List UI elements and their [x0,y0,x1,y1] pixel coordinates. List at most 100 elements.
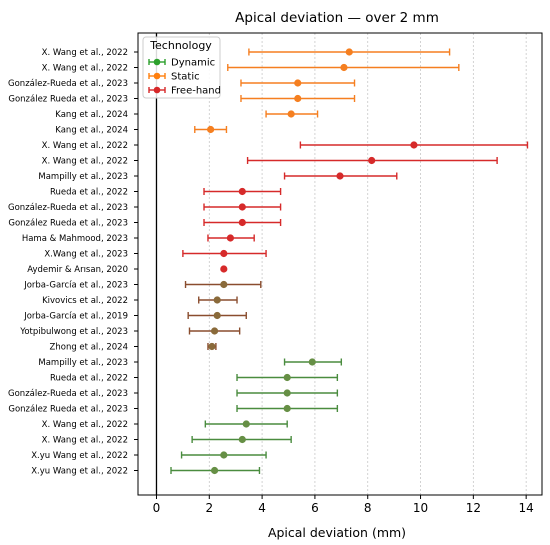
x-tick-label: 14 [519,501,534,515]
legend-entry-label: Static [171,72,200,83]
category-label: González-Rueda et al., 2023 [8,79,128,89]
category-label: X. Wang et al., 2022 [42,48,128,58]
mean-point [208,342,216,351]
data-row: Kivovics et al., 2022 [42,296,238,306]
category-label: X. Wang et al., 2022 [42,436,128,446]
data-row: X. Wang et al., 2022 [42,141,529,151]
category-label: Mampilly et al., 2023 [38,172,128,182]
x-axis-label: Apical deviation (mm) [268,525,406,540]
data-row: González Rueda et al., 2023 [8,404,339,415]
data-row: Rueda et al., 2022 [50,187,282,198]
mean-point [220,280,228,289]
category-label: Mampilly et al., 2023 [38,358,128,368]
data-row: Jorba-García et al., 2023 [23,280,262,291]
x-tick-label: 2 [205,501,213,515]
x-tick-label: 12 [466,501,481,515]
x-tick-label: 6 [311,501,319,515]
mean-point [220,451,228,459]
category-label: X. Wang et al., 2022 [42,141,128,151]
mean-point [368,156,376,165]
category-label: X. Wang et al., 2022 [42,157,128,167]
legend-box [142,36,221,99]
mean-point [238,187,246,196]
category-label: Rueda et al., 2022 [50,374,128,384]
data-row: González-Rueda et al., 2023 [8,79,356,89]
category-label: González Rueda et al., 2023 [8,219,128,229]
mean-point [242,420,250,428]
mean-point [294,94,302,103]
category-label: Hama & Mahmood, 2023 [22,234,128,244]
category-label: X.yu Wang et al., 2022 [31,467,128,477]
mean-point [238,435,246,444]
legend-swatch-marker [153,86,161,94]
category-label: Aydemir & Arısan, 2020 [27,265,128,275]
data-row: X. Wang et al., 2022 [42,436,292,446]
x-axis-ticks: 0 2 4 6 8 10 12 14 [153,495,534,515]
legend-swatch-marker [153,58,161,66]
mean-point [220,265,228,273]
mean-point [283,404,291,413]
mean-point [226,234,235,242]
legend-swatch-marker [153,72,161,80]
legend-entry-label: Dynamic [171,58,215,69]
category-label: X.yu Wang et al., 2022 [31,451,128,461]
category-label: Jorba-García et al., 2019 [23,312,128,322]
category-label: Zhong et al., 2024 [50,343,128,353]
mean-point [283,373,291,382]
category-label: Kang et al., 2024 [55,126,128,136]
data-row: González-Rueda et al., 2023 [8,389,339,399]
mean-point [294,79,302,87]
data-row: X. Wang et al., 2022 [42,48,451,58]
data-row: González Rueda et al., 2023 [8,218,282,229]
data-row: Zhong et al., 2024 [50,342,217,353]
data-row: Mampilly et al., 2023 [38,172,398,182]
category-label: Jorba-García et al., 2023 [23,281,128,291]
mean-point [410,141,418,149]
x-tick-label: 4 [258,501,266,515]
category-label: X.Wang et al., 2023 [44,250,128,260]
mean-point [213,311,221,320]
category-label: González-Rueda et al., 2023 [8,203,128,213]
data-row: Kang et al., 2024 [55,125,228,136]
mean-point [213,296,221,304]
mean-point [238,218,246,227]
mean-point [287,110,295,118]
category-label: Yotpibulwong et al., 2023 [19,327,128,337]
category-label: X. Wang et al., 2022 [42,420,128,430]
category-label: X. Wang et al., 2022 [42,64,128,74]
mean-point [207,125,215,134]
data-row: Hama & Mahmood, 2023 [22,234,255,244]
mean-point [283,389,291,397]
category-label: Rueda et al., 2022 [50,188,128,198]
mean-point [336,172,344,180]
data-row: Kang et al., 2024 [55,110,319,120]
data-row: Rueda et al., 2022 [50,373,339,384]
data-row: X.yu Wang et al., 2022 [31,466,261,477]
data-rows: X. Wang et al., 2022 X. Wang et al., 2022… [8,48,529,477]
category-label: González Rueda et al., 2023 [8,405,128,415]
data-row: Aydemir & Arısan, 2020 [27,265,228,275]
data-row: González-Rueda et al., 2023 [8,203,282,213]
mean-point [210,466,219,475]
x-tick-label: 8 [364,501,372,515]
data-row: X.Wang et al., 2023 [44,249,267,260]
mean-point [210,327,219,335]
mean-point [340,63,348,72]
data-row: X. Wang et al., 2022 [42,156,498,167]
data-row: Jorba-García et al., 2019 [23,311,247,322]
x-tick-label: 0 [153,501,161,515]
grid-lines [208,33,527,495]
category-label: González-Rueda et al., 2023 [8,389,128,399]
legend-title: Technology [149,39,212,52]
data-row: González Rueda et al., 2023 [8,94,356,105]
x-tick-label: 10 [413,501,428,515]
plot-frame [137,32,543,496]
legend-entry-label: Free-hand [171,86,221,97]
data-row: X. Wang et al., 2022 [42,420,288,430]
data-row: X.yu Wang et al., 2022 [31,451,267,461]
data-row: Mampilly et al., 2023 [38,358,343,368]
category-label: González Rueda et al., 2023 [8,95,128,105]
chart-title: Apical deviation — over 2 mm [235,10,439,26]
mean-point [220,249,228,258]
